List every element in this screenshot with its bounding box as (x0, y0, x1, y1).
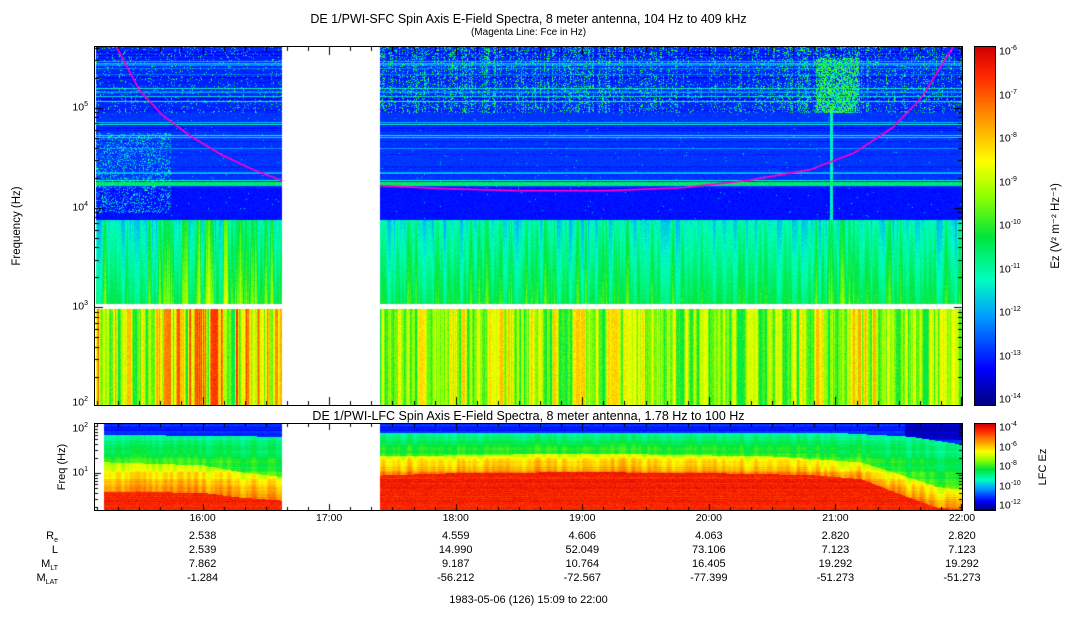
ephemeris-value: -51.273 (816, 572, 855, 584)
ephemeris-value: 19.292 (818, 558, 853, 570)
ephemeris-value: -51.273 (943, 572, 981, 584)
ephemeris-value: 73.106 (692, 544, 726, 556)
ephemeris-value: 7.123 (948, 544, 976, 556)
ephemeris-value: -1.284 (186, 572, 219, 584)
ephemeris-value: 52.049 (565, 544, 600, 556)
lfc-y-tick-label: 102 (72, 422, 88, 435)
ephemeris-value: 10.764 (565, 558, 600, 570)
x-axis-tick-label: 18:00 (442, 512, 469, 524)
ephemeris-value: -56.212 (437, 572, 475, 584)
ephemeris-value: 4.606 (568, 530, 597, 542)
lfc-spectrogram-canvas (94, 423, 963, 511)
sfc-colorbar-tick-label: 10-14 (999, 393, 1021, 406)
lfc-colorbar (974, 423, 996, 511)
lfc-colorbar-tick-label: 10-12 (999, 499, 1021, 512)
x-axis-tick-label: 20:00 (695, 512, 722, 524)
lfc-y-tick-label: 101 (72, 466, 88, 479)
ephemeris-value: 4.559 (441, 530, 470, 542)
sfc-colorbar-tick-label: 10-10 (999, 219, 1021, 232)
ephemeris-value: 7.862 (188, 558, 217, 570)
ephemeris-row-label: MLAT (36, 572, 59, 587)
sfc-y-tick-label: 103 (72, 300, 88, 313)
sfc-colorbar (974, 46, 996, 406)
sfc-y-axis-label: Frequency (Hz) (11, 186, 23, 266)
x-axis-tick-label: 16:00 (189, 512, 216, 524)
sfc-subtitle: (Magenta Line: Fce in Hz) (470, 27, 587, 38)
ephemeris-value: 2.820 (948, 530, 976, 542)
ephemeris-value: -72.567 (563, 572, 601, 584)
sfc-spectrogram-canvas (94, 46, 963, 406)
ephemeris-value: -77.399 (690, 572, 728, 584)
sfc-colorbar-tick-label: 10-12 (999, 306, 1021, 319)
ephemeris-value: 2.539 (188, 544, 217, 556)
sfc-y-tick-label: 105 (72, 100, 88, 114)
x-axis-tick-label: 22:00 (948, 512, 976, 524)
sfc-y-tick-label: 102 (72, 396, 88, 409)
sfc-y-tick-label: 104 (72, 200, 88, 214)
ephemeris-value: 2.820 (821, 530, 850, 542)
ephemeris-row-label: Re (46, 530, 58, 545)
ephemeris-value: 9.187 (441, 558, 470, 570)
sfc-colorbar-tick-label: 10-11 (999, 262, 1021, 276)
ephemeris-value: 4.063 (695, 530, 723, 542)
ephemeris-value: 14.990 (438, 544, 473, 556)
lfc-colorbar-tick-label: 10-8 (999, 460, 1017, 473)
sfc-title: DE 1/PWI-SFC Spin Axis E-Field Spectra, … (310, 12, 747, 26)
ephemeris-value: 19.292 (945, 558, 979, 570)
ephemeris-row-label: MLT (41, 558, 58, 573)
sfc-colorbar-tick-label: 10-8 (999, 132, 1017, 145)
sfc-colorbar-label: Ez (V² m⁻² Hz⁻¹) (1050, 183, 1062, 269)
x-axis-tick-label: 17:00 (316, 512, 343, 524)
lfc-colorbar-tick-label: 10-4 (999, 421, 1017, 434)
lfc-colorbar-tick-label: 10-6 (999, 440, 1017, 454)
x-axis-tick-label: 21:00 (822, 512, 849, 524)
x-axis-tick-label: 19:00 (569, 512, 596, 524)
ephemeris-value: 7.123 (821, 544, 850, 556)
footer-caption: 1983-05-06 (126) 15:09 to 22:00 (449, 594, 608, 606)
sfc-colorbar-tick-label: 10-13 (999, 349, 1021, 363)
ephemeris-value: 2.538 (188, 530, 217, 542)
lfc-colorbar-label: LFC Ez (1037, 448, 1049, 486)
lfc-colorbar-tick-label: 10-10 (999, 479, 1021, 493)
ephemeris-value: 16.405 (692, 558, 726, 570)
ephemeris-row-label: L (51, 544, 58, 556)
sfc-colorbar-tick-label: 10-7 (999, 88, 1017, 102)
sfc-colorbar-tick-label: 10-9 (999, 175, 1017, 189)
sfc-colorbar-tick-label: 10-6 (999, 45, 1017, 58)
lfc-title: DE 1/PWI-LFC Spin Axis E-Field Spectra, … (312, 409, 745, 423)
